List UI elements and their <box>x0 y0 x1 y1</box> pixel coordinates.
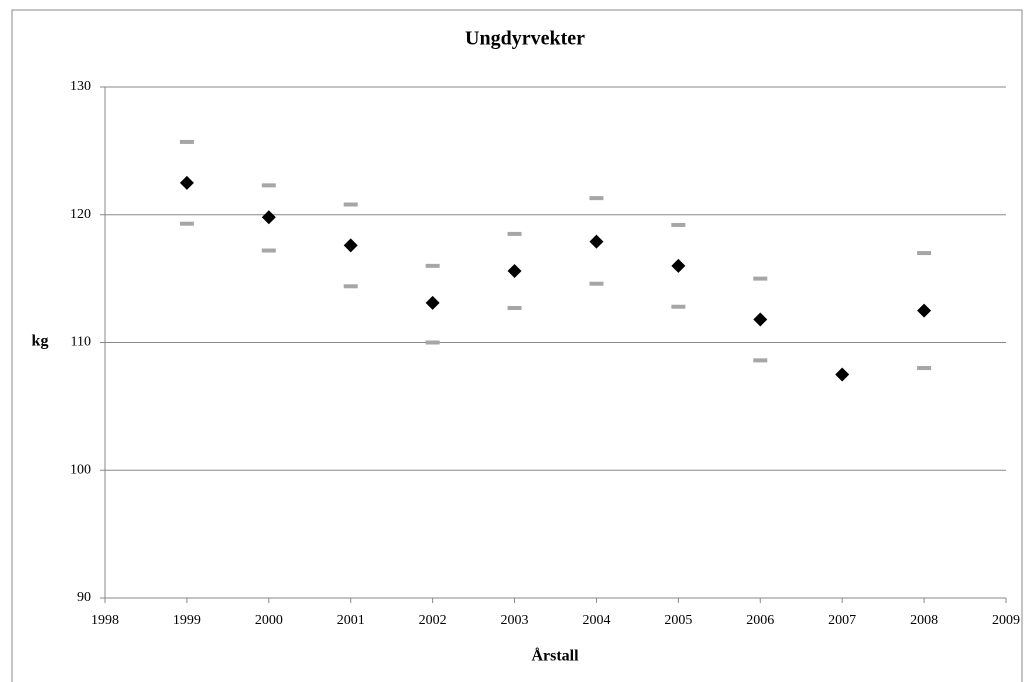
x-tick-label: 2001 <box>337 613 365 628</box>
x-tick-label: 2006 <box>746 613 774 628</box>
y-tick-label: 100 <box>70 462 91 477</box>
point <box>343 238 358 253</box>
point <box>671 258 686 273</box>
x-tick-label: 2004 <box>582 613 610 628</box>
range-marker <box>589 196 604 201</box>
x-tick-label: 1998 <box>91 613 119 628</box>
y-tick-label: 90 <box>77 590 91 605</box>
point <box>589 234 604 249</box>
x-tick-label: 2005 <box>664 613 692 628</box>
x-tick-label: 2009 <box>992 613 1020 628</box>
x-tick-label: 2003 <box>501 613 529 628</box>
range-marker <box>507 231 522 236</box>
range-marker <box>753 276 768 281</box>
range-marker <box>343 202 358 207</box>
x-tick-label: 2002 <box>419 613 447 628</box>
range-marker <box>917 366 932 371</box>
chart-frame <box>11 9 1023 682</box>
range-marker <box>179 221 194 226</box>
chart-title: Ungdyrvekter <box>465 28 585 50</box>
point <box>507 263 522 278</box>
y-axis-title: kg <box>32 333 49 350</box>
range-marker <box>425 340 440 345</box>
range-marker <box>917 251 932 256</box>
range-marker <box>753 358 768 363</box>
y-tick-label: 120 <box>70 207 91 222</box>
x-tick-label: 2000 <box>255 613 283 628</box>
range-marker <box>179 139 194 144</box>
range-marker <box>261 248 276 253</box>
point <box>753 312 768 327</box>
range-marker <box>671 222 686 227</box>
range-marker <box>425 263 440 268</box>
x-tick-label: 2007 <box>828 613 856 628</box>
point <box>835 367 850 382</box>
y-tick-label: 130 <box>70 79 91 94</box>
point <box>261 210 276 225</box>
range-marker <box>589 281 604 286</box>
x-tick-label: 1999 <box>173 613 201 628</box>
x-axis-title: Årstall <box>531 647 579 665</box>
x-tick-label: 2008 <box>910 613 938 628</box>
point <box>179 175 194 190</box>
range-marker <box>671 304 686 309</box>
range-marker <box>343 284 358 289</box>
y-tick-label: 110 <box>71 335 91 350</box>
point <box>425 295 440 310</box>
range-marker <box>261 183 276 188</box>
point <box>917 303 932 318</box>
range-marker <box>507 306 522 311</box>
